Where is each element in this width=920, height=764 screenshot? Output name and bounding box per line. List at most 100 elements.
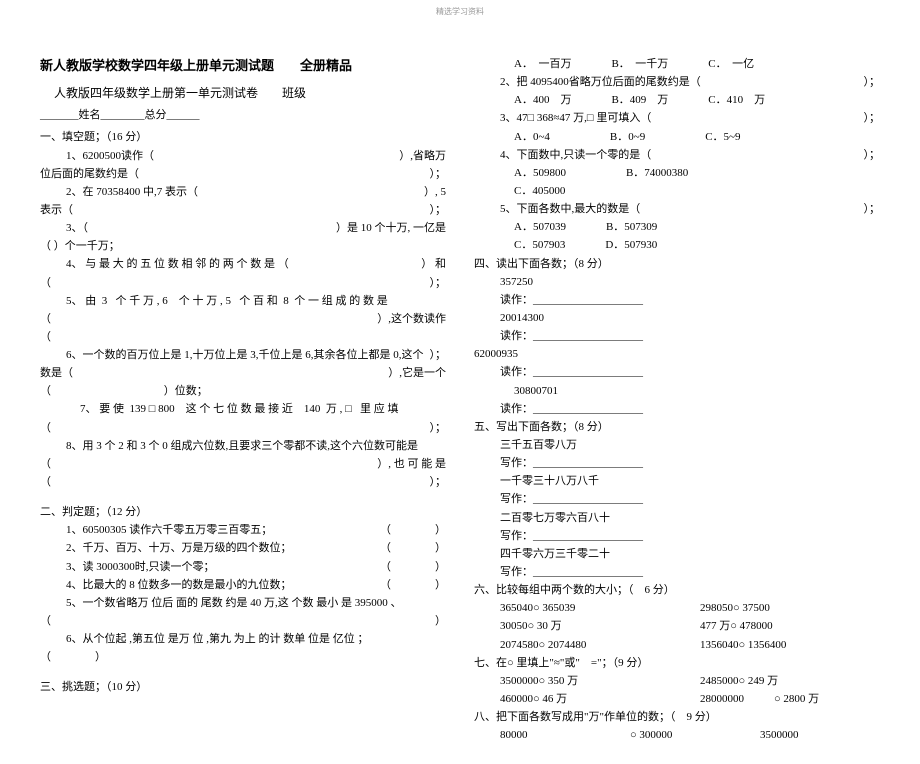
- s2-q1-text: 1、60500305 读作六千零五万零三百零五；: [66, 524, 272, 536]
- page-container: 新人教版学校数学四年级上册单元测试题 全册精品 人教版四年级数学上册第一单元测试…: [0, 0, 920, 764]
- s4-r1: 读作：____________________: [474, 291, 880, 309]
- q4-text-d: ）；: [430, 274, 447, 292]
- q5-line1: 5、 由 3 个 千 万 , 6 个 十 万 , 5 个 百 和 8 个 一 组…: [40, 292, 446, 310]
- q5-line2: （ ）,这个数读作: [40, 310, 446, 328]
- s5-t1: 三千五百零八万: [474, 436, 880, 454]
- section-1-heading: 一、填空题；（16 分）: [40, 128, 446, 146]
- q6-line3: （ ）位数；: [40, 382, 446, 400]
- s6-p2: 30050○ 30 万 477 万○ 478000: [474, 617, 880, 635]
- q1-text-d: ）；: [430, 165, 447, 183]
- q2-text-d: ）；: [430, 201, 447, 219]
- s2-q2-text: 2、千万、百万、十万、万是万级的四个数位；: [66, 542, 292, 554]
- q6-text-c: ）,它是一个: [388, 364, 446, 382]
- q4-text-b: ） 和: [421, 255, 446, 273]
- s6-p1a: 365040○ 365039: [500, 599, 700, 617]
- s6-p1b: 298050○ 37500: [700, 599, 770, 617]
- q2-text-c: 表示（: [40, 204, 73, 216]
- q2-line1: 2、在 70358400 中,7 表示（ ）, 5: [40, 183, 446, 201]
- q8-text-b: （: [40, 458, 51, 470]
- s2-q2-paren: （ ）: [380, 539, 446, 557]
- r-q5-opb: B．507309: [606, 218, 657, 236]
- s4-r4: 读作：____________________: [474, 400, 880, 418]
- q8-text-d: （: [40, 476, 51, 488]
- r-q5-b: ）；: [864, 200, 881, 218]
- s5-w2: 写作：____________________: [474, 490, 880, 508]
- q3-text-d: ）个一千万；: [54, 240, 120, 252]
- r-q3: 3、47□ 368≈47 万,□ 里可填入（ ）；: [474, 109, 880, 127]
- name-line: _______姓名________总分______: [40, 106, 446, 124]
- q6-line2: 数是（ ）,它是一个: [40, 364, 446, 382]
- s4-n4: 30800701: [474, 382, 880, 400]
- q1-line2: 位后面的尾数约是（ ）；: [40, 165, 446, 183]
- r-q2-opc: C．410 万: [708, 91, 765, 109]
- r-q3-opa: A．0~4: [514, 128, 550, 146]
- r-q3-a: 3、47□ 368≈47 万,□ 里可填入（: [500, 112, 651, 124]
- s2-q5b: （ ）: [40, 612, 446, 630]
- s2-q6-paren: （ ）: [40, 648, 446, 666]
- q4-text-a: 4、 与 最 大 的 五 位 数 相 邻 的 两 个 数 是 （: [66, 258, 289, 270]
- q8-line3: （ ）；: [40, 473, 446, 491]
- sub-title: 人教版四年级数学上册第一单元测试卷 班级: [54, 84, 446, 104]
- r-q5-a: 5、下面各数中,最大的数是（: [500, 203, 640, 215]
- s7-p2a: 460000○ 46 万: [500, 690, 700, 708]
- q6-line1: 6、一个数的百万位上是 1,十万位上是 3,千位上是 6,其余各位上都是 0,这…: [40, 346, 446, 364]
- s7-p1a: 3500000○ 350 万: [500, 672, 700, 690]
- s7-p2b: 28000000: [700, 690, 744, 708]
- s2-q3: 3、读 3000300时,只读一个零； （ ）: [40, 558, 446, 576]
- q4-text-c: （: [40, 277, 51, 289]
- r-q4-b: ）；: [864, 146, 881, 164]
- r-q2-opb: B．409 万: [611, 91, 668, 109]
- r-q4: 4、下面数中,只读一个零的是（ ）；: [474, 146, 880, 164]
- r-q5: 5、下面各数中,最大的数是（ ）；: [474, 200, 880, 218]
- s2-q5-paren-close: ）: [435, 612, 446, 630]
- q5-text-c: ）,这个数读作: [377, 310, 446, 328]
- q6-text-d: （: [40, 385, 51, 397]
- s4-r2: 读作：____________________: [474, 327, 880, 345]
- s2-q2: 2、千万、百万、十万、万是万级的四个数位； （ ）: [40, 539, 446, 557]
- r-q5-opa: A．507039: [514, 218, 566, 236]
- r-q2-a: 2、把 4095400省略万位后面的尾数约是（: [500, 76, 701, 88]
- s6-p2a: 30050○ 30 万: [500, 617, 700, 635]
- r-q2-b: ）；: [864, 73, 881, 91]
- q7-line1: 7、 要 使 139 □ 800 这 个 七 位 数 最 接 近 140 万 ,…: [40, 400, 446, 418]
- q6-text-e: ）位数；: [164, 385, 208, 397]
- q3-text-b: ）是 10 个十万, 一亿是: [336, 219, 446, 237]
- q3-text-c: （: [40, 240, 51, 252]
- s2-q4-paren: （ ）: [380, 576, 446, 594]
- s8-p1b: ○ 300000: [630, 726, 760, 744]
- q7-text-b: （: [40, 422, 51, 434]
- r-q4-opts2: C．405000: [474, 182, 880, 200]
- q3-text-a: 3、（: [66, 222, 88, 234]
- r-q3-opc: C．5~9: [705, 128, 740, 146]
- r-q3-opts: A．0~4 B．0~9 C．5~9: [474, 128, 880, 146]
- r-q5-opts2: C．507903 D．507930: [474, 236, 880, 254]
- q2-text-b: ）, 5: [424, 183, 446, 201]
- section-5-heading: 五、写出下面各数；（8 分）: [474, 418, 880, 436]
- watermark-text: 精选学习资料: [436, 6, 484, 17]
- r-q3-b: ）；: [864, 109, 881, 127]
- q5-line3: （: [40, 328, 446, 346]
- s2-q1-paren: （ ）: [380, 521, 446, 539]
- s2-q3-text: 3、读 3000300时,只读一个零；: [66, 561, 215, 573]
- q4-line1: 4、 与 最 大 的 五 位 数 相 邻 的 两 个 数 是 （ ） 和: [40, 255, 446, 273]
- q5-text-d: （: [40, 331, 51, 343]
- s4-n3: 62000935: [474, 345, 880, 363]
- s2-q4: 4、比最大的 8 位数多一的数是最小的九位数； （ ）: [40, 576, 446, 594]
- q6-text-b: 数是（: [40, 367, 73, 379]
- r-q1-opts: A． 一百万 B． 一千万 C． 一亿: [474, 55, 880, 73]
- q1-text-a: 1、6200500读作（: [66, 150, 154, 162]
- s2-q1: 1、60500305 读作六千零五万零三百零五； （ ）: [40, 521, 446, 539]
- s2-q4-text: 4、比最大的 8 位数多一的数是最小的九位数；: [66, 579, 292, 591]
- q5-text-b: （: [40, 313, 51, 325]
- r-q5-opc: C．507903: [514, 236, 565, 254]
- s8-p1a: 80000: [500, 726, 630, 744]
- section-7-heading: 七、在○ 里填上"≈"或" ="；（9 分）: [474, 654, 880, 672]
- section-6-heading: 六、比较每组中两个数的大小；（ 6 分）: [474, 581, 880, 599]
- r-q4-opb: B．74000380: [626, 164, 688, 182]
- s4-n2: 20014300: [474, 309, 880, 327]
- q7-text-c: ）；: [430, 419, 447, 437]
- s7-p1b: 2485000○ 249 万: [700, 672, 778, 690]
- r-q1-c: C． 一亿: [708, 55, 754, 73]
- s6-p3b: 1356040○ 1356400: [700, 636, 786, 654]
- r-q5-opd: D．507930: [605, 236, 657, 254]
